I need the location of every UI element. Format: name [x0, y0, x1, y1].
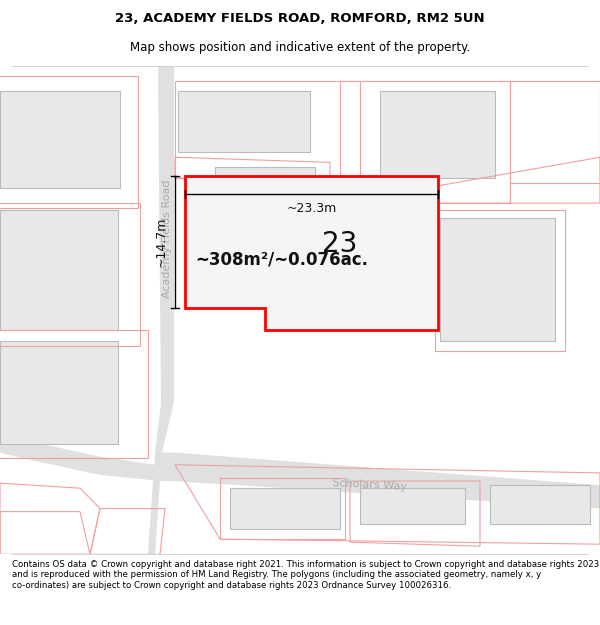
Polygon shape	[178, 91, 310, 152]
Polygon shape	[148, 66, 174, 554]
Text: Scholars Way: Scholars Way	[332, 478, 407, 492]
Text: ~14.7m: ~14.7m	[155, 217, 168, 267]
Text: Map shows position and indicative extent of the property.: Map shows position and indicative extent…	[130, 41, 470, 54]
Polygon shape	[0, 341, 118, 444]
Polygon shape	[490, 485, 590, 524]
Polygon shape	[360, 488, 465, 524]
Polygon shape	[380, 91, 495, 178]
Text: 23: 23	[322, 230, 358, 258]
Text: Academy Fields Road: Academy Fields Road	[162, 179, 172, 298]
Polygon shape	[198, 196, 315, 302]
Polygon shape	[0, 434, 600, 509]
Text: 23, ACADEMY FIELDS ROAD, ROMFORD, RM2 5UN: 23, ACADEMY FIELDS ROAD, ROMFORD, RM2 5U…	[115, 12, 485, 25]
Polygon shape	[0, 91, 120, 188]
Polygon shape	[215, 168, 315, 254]
Text: Contains OS data © Crown copyright and database right 2021. This information is : Contains OS data © Crown copyright and d…	[12, 560, 599, 590]
Polygon shape	[440, 218, 555, 341]
Polygon shape	[185, 176, 438, 331]
Text: ~23.3m: ~23.3m	[286, 202, 337, 215]
Polygon shape	[0, 210, 118, 331]
Text: ~308m²/~0.076ac.: ~308m²/~0.076ac.	[195, 250, 368, 268]
Polygon shape	[230, 488, 340, 529]
